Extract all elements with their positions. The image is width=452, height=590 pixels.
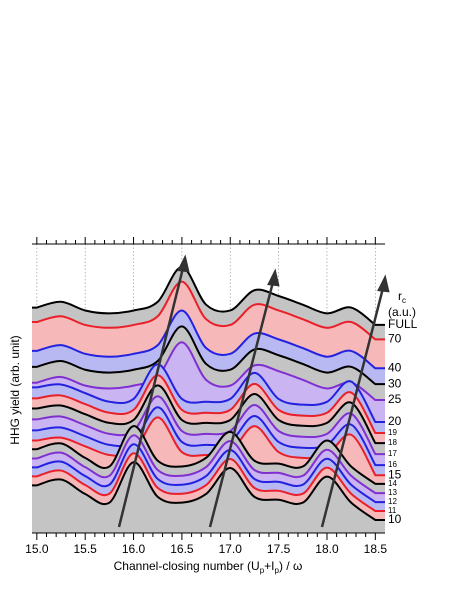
- series-line: [32, 374, 385, 435]
- x-tick-label: 18.5: [364, 542, 388, 556]
- series-label: 15: [388, 467, 402, 481]
- x-tick-label: 15.5: [74, 542, 98, 556]
- legend-title-main: r: [398, 289, 402, 303]
- x-tick-label: 16.0: [122, 542, 146, 556]
- plot-area: [32, 244, 385, 533]
- series-label: 17: [388, 449, 397, 458]
- arrow: [208, 281, 275, 528]
- arrow: [320, 287, 385, 528]
- series-line: [32, 461, 385, 521]
- series-label: 40: [388, 360, 402, 374]
- legend-unit: (a.u.): [388, 305, 416, 319]
- series-line: [32, 309, 385, 370]
- arrow: [117, 267, 185, 528]
- series-label: 18: [388, 438, 397, 447]
- series-line: [32, 363, 385, 424]
- series-label: 12: [388, 497, 397, 506]
- series-line: [32, 341, 385, 402]
- area-fill: [32, 462, 385, 533]
- x-axis-label-sub: p: [260, 566, 265, 575]
- arrows: [117, 254, 390, 528]
- series-label: 20: [388, 414, 402, 428]
- x-axis-label: Channel-closing number (Up+Ip) / ω: [114, 559, 303, 575]
- x-tick-label: 15.0: [25, 542, 49, 556]
- arrow-head: [377, 274, 390, 293]
- series-label: 30: [388, 376, 402, 390]
- series-label: 70: [388, 332, 402, 346]
- series-line: [32, 434, 385, 495]
- x-axis-label-part: Channel-closing number (U: [114, 559, 260, 573]
- series-line: [32, 325, 385, 386]
- series-line: [32, 395, 385, 456]
- x-tick-label: 16.5: [170, 542, 194, 556]
- series-line: [32, 425, 385, 485]
- series-line: [32, 280, 385, 341]
- series-label: 14: [388, 479, 397, 488]
- arrow-head: [177, 254, 190, 273]
- x-axis-label-part: +I: [264, 559, 274, 573]
- x-axis-label-part: ) / ω: [279, 559, 302, 573]
- series-label: 10: [388, 512, 402, 526]
- series-label: 16: [388, 460, 397, 469]
- x-tick-label: 17.5: [267, 542, 291, 556]
- series-label: FULL: [388, 317, 418, 331]
- y-axis-label: HHG yield (arb. unit): [8, 335, 22, 444]
- series-line: [32, 266, 385, 326]
- series-label: 25: [388, 392, 402, 406]
- x-tick-label: 18.0: [315, 542, 339, 556]
- series-line: [32, 384, 385, 445]
- x-axis-label-sub: p: [275, 566, 280, 575]
- axes: [32, 237, 385, 540]
- series-label: 19: [388, 428, 397, 437]
- series-line: [32, 443, 385, 504]
- x-tick-label: 17.0: [219, 542, 243, 556]
- series-label: 13: [388, 488, 397, 497]
- series-line: [32, 452, 385, 513]
- arrow-head: [267, 268, 280, 287]
- series-label: 11: [388, 506, 397, 515]
- legend-title: rc: [398, 289, 406, 305]
- legend-title-sub: c: [402, 296, 406, 305]
